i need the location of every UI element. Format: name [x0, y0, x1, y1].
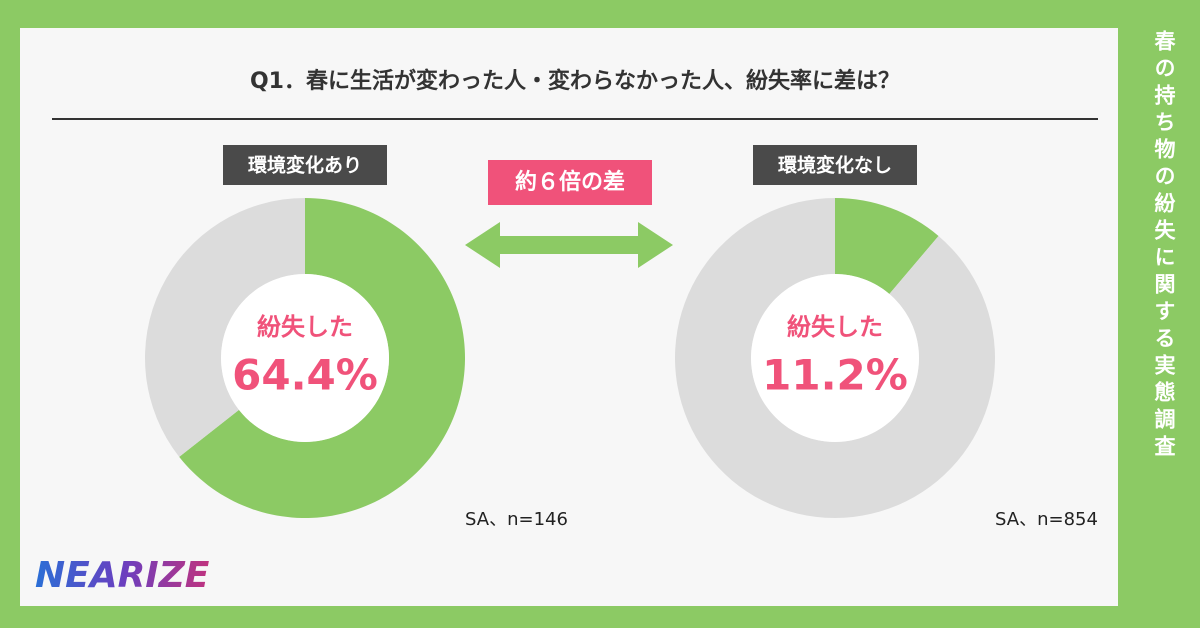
- donut-segment: [179, 198, 465, 518]
- center-label: 紛失した: [257, 313, 353, 341]
- value-label: 64.4%: [232, 351, 378, 400]
- badge: 約６倍の差: [515, 169, 625, 195]
- sample-note: SA、n=146: [465, 509, 568, 530]
- donut-segment: [144, 198, 305, 457]
- badge-box: [488, 160, 652, 205]
- value-label: 11.2%: [762, 351, 908, 400]
- title: Q1．春に生活が変わった人・変わらなかった人、紛失率に差は？: [250, 68, 900, 94]
- logo: NEARIZE: [35, 555, 210, 596]
- label-box: [223, 145, 387, 185]
- donut-hole: [751, 274, 919, 442]
- chart-title: 環境変化なし: [778, 154, 892, 177]
- donut-segment: [835, 198, 939, 294]
- donut-segment: [675, 198, 995, 518]
- arrow: [465, 222, 673, 268]
- label-box: [753, 145, 917, 185]
- sample-note: SA、n=854: [995, 509, 1098, 530]
- chart-title: 環境変化あり: [248, 154, 362, 177]
- center-label: 紛失した: [787, 313, 883, 341]
- side-title: 春の持ち物の紛失に関する実態調査: [1152, 30, 1176, 462]
- donut-hole: [221, 274, 389, 442]
